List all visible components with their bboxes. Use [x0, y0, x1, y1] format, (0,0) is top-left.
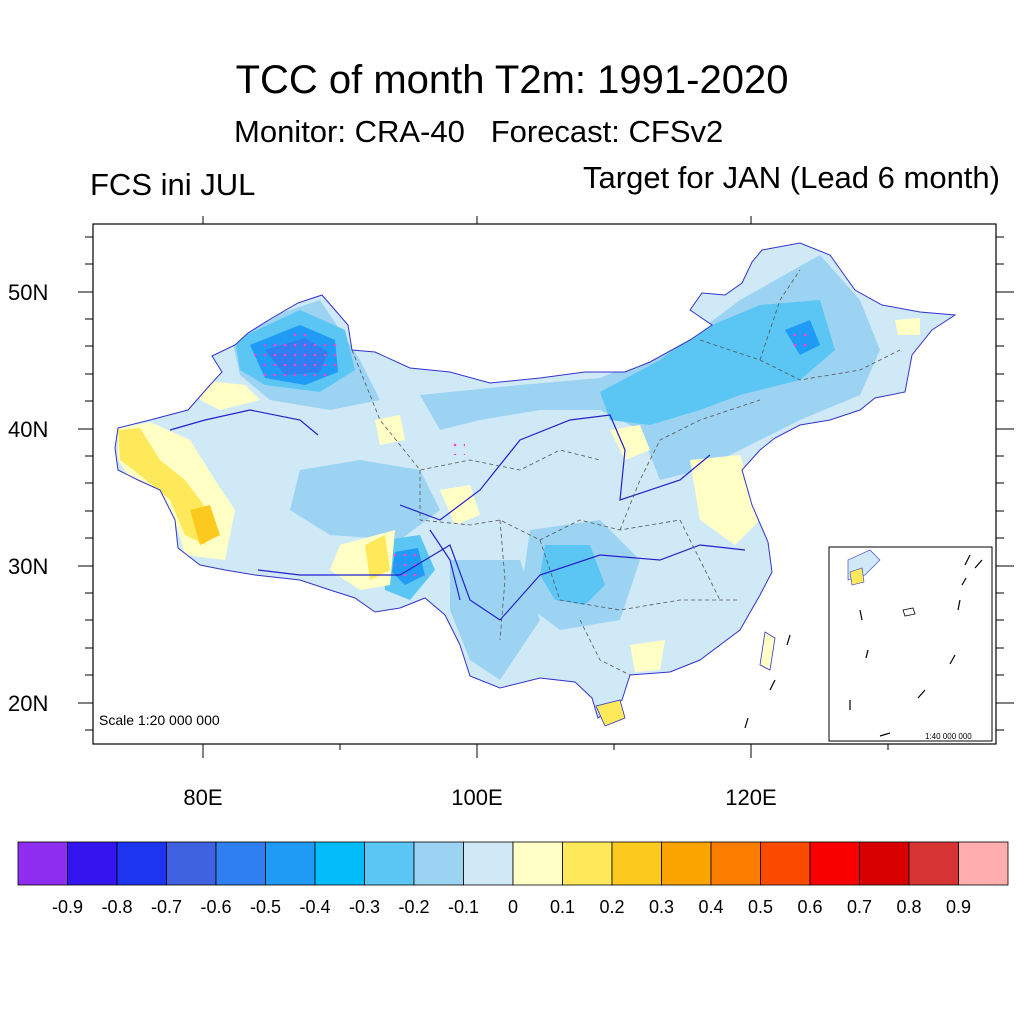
- colorbar-swatch: [809, 841, 860, 886]
- initialization-label: FCS ini JUL: [90, 167, 256, 202]
- map-subtitle: Monitor: CRA-40 Forecast: CFSv2: [234, 114, 724, 149]
- colorbar-label: 0.3: [649, 897, 674, 917]
- colorbar-label: 0.6: [797, 897, 822, 917]
- lat-label-20n: 20N: [8, 691, 48, 716]
- colorbar: -0.9 -0.8 -0.7 -0.6 -0.5 -0.4 -0.3 -0.2 -0.1 0 0.1…: [17, 841, 1009, 917]
- lon-label-100e: 100E: [451, 785, 502, 810]
- colorbar-label: -0.3: [349, 897, 380, 917]
- plot-frame: [92, 223, 997, 745]
- colorbar-label: -0.7: [151, 897, 182, 917]
- lat-label-40n: 40N: [8, 417, 48, 442]
- colorbar-label: 0.4: [698, 897, 723, 917]
- south-china-sea-inset: 1:40 000 000: [828, 546, 993, 742]
- colorbar-swatch: [463, 841, 514, 886]
- inset-scale-label: 1:40 000 000: [925, 732, 972, 741]
- lon-ticks: [202, 216, 889, 758]
- island-marks: [744, 634, 791, 729]
- colorbar-label: -0.1: [448, 897, 479, 917]
- target-label: Target for JAN (Lead 6 month): [583, 160, 1000, 195]
- colorbar-label: -0.8: [101, 897, 132, 917]
- colorbar-swatch: [314, 841, 365, 886]
- colorbar-swatch: [215, 841, 266, 886]
- colorbar-swatch: [413, 841, 464, 886]
- colorbar-swatch: [512, 841, 563, 886]
- colorbar-swatch: [364, 841, 415, 886]
- colorbar-swatch: [562, 841, 613, 886]
- colorbar-label: -0.4: [299, 897, 330, 917]
- scale-label: Scale 1:20 000 000: [99, 712, 220, 728]
- colorbar-swatch: [760, 841, 811, 886]
- colorbar-label: 0.7: [847, 897, 872, 917]
- lat-label-50n: 50N: [8, 280, 48, 305]
- colorbar-label: 0.2: [599, 897, 624, 917]
- colorbar-swatch: [958, 841, 1009, 886]
- colorbar-swatch: [908, 841, 959, 886]
- colorbar-label: 0.8: [896, 897, 921, 917]
- colorbar-swatch: [116, 841, 167, 886]
- colorbar-label: 0: [508, 897, 518, 917]
- lat-major-ticks: [78, 291, 1014, 704]
- colorbar-label: -0.2: [398, 897, 429, 917]
- colorbar-label: 0.5: [748, 897, 773, 917]
- colorbar-label: -0.5: [250, 897, 281, 917]
- colorbar-swatch: [859, 841, 910, 886]
- colorbar-label: -0.6: [200, 897, 231, 917]
- colorbar-swatch: [17, 841, 68, 886]
- colorbar-label: -0.9: [52, 897, 83, 917]
- colorbar-swatch: [166, 841, 217, 886]
- lon-label-120e: 120E: [725, 785, 776, 810]
- colorbar-swatch: [710, 841, 761, 886]
- colorbar-swatch: [661, 841, 712, 886]
- colorbar-label: 0.1: [550, 897, 575, 917]
- lat-minor-ticks: [85, 236, 1004, 731]
- colorbar-swatch: [67, 841, 118, 886]
- colorbar-swatch: [265, 841, 316, 886]
- colorbar-swatch: [611, 841, 662, 886]
- map-title: TCC of month T2m: 1991-2020: [235, 58, 789, 102]
- colorbar-label: 0.9: [946, 897, 971, 917]
- lat-label-30n: 30N: [8, 554, 48, 579]
- lon-label-80e: 80E: [183, 785, 222, 810]
